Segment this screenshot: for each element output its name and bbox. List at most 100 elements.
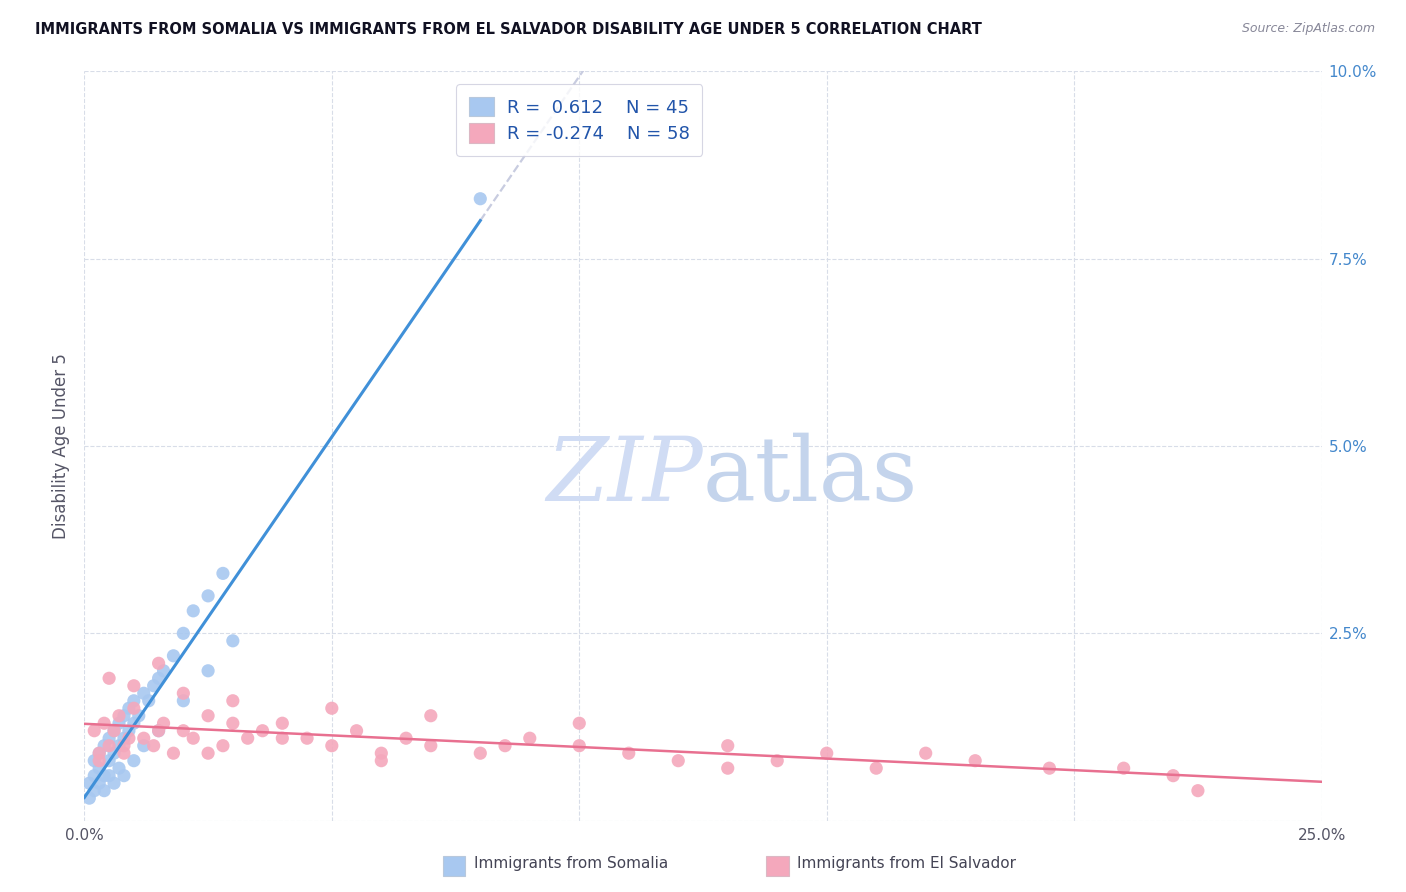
Point bbox=[470, 746, 492, 760]
Point bbox=[212, 739, 235, 753]
Point bbox=[1112, 761, 1135, 775]
Point bbox=[83, 723, 105, 738]
Point bbox=[108, 761, 131, 775]
Point bbox=[79, 776, 101, 790]
Text: atlas: atlas bbox=[703, 433, 918, 520]
Point bbox=[108, 708, 131, 723]
Text: Immigrants from Somalia: Immigrants from Somalia bbox=[474, 856, 668, 871]
Point bbox=[89, 761, 111, 775]
Point bbox=[112, 708, 135, 723]
Point bbox=[271, 716, 294, 731]
Point bbox=[914, 746, 936, 760]
Point bbox=[568, 739, 591, 753]
Text: IMMIGRANTS FROM SOMALIA VS IMMIGRANTS FROM EL SALVADOR DISABILITY AGE UNDER 5 CO: IMMIGRANTS FROM SOMALIA VS IMMIGRANTS FR… bbox=[35, 22, 981, 37]
Point bbox=[142, 739, 165, 753]
Point bbox=[162, 648, 184, 663]
Point bbox=[519, 731, 541, 746]
Point bbox=[103, 723, 125, 738]
Point bbox=[717, 761, 740, 775]
Point bbox=[103, 746, 125, 760]
Point bbox=[1038, 761, 1060, 775]
Point bbox=[148, 657, 170, 671]
Point bbox=[666, 754, 689, 768]
Point bbox=[172, 723, 194, 738]
Point bbox=[122, 679, 145, 693]
Y-axis label: Disability Age Under 5: Disability Age Under 5 bbox=[52, 353, 70, 539]
Point bbox=[103, 723, 125, 738]
Point bbox=[865, 761, 887, 775]
Point bbox=[89, 776, 111, 790]
Point bbox=[112, 769, 135, 783]
Point bbox=[89, 746, 111, 760]
Point bbox=[122, 716, 145, 731]
Point bbox=[172, 626, 194, 640]
Point bbox=[568, 716, 591, 731]
Point bbox=[128, 708, 150, 723]
Point bbox=[132, 739, 155, 753]
Point bbox=[93, 716, 115, 731]
Point bbox=[83, 769, 105, 783]
Point bbox=[108, 739, 131, 753]
Point bbox=[118, 723, 141, 738]
Point bbox=[83, 754, 105, 768]
Point bbox=[222, 694, 245, 708]
Point bbox=[419, 708, 441, 723]
Point bbox=[148, 723, 170, 738]
Point bbox=[252, 723, 274, 738]
Point bbox=[370, 746, 392, 760]
Text: Immigrants from El Salvador: Immigrants from El Salvador bbox=[797, 856, 1017, 871]
Legend: R =  0.612    N = 45, R = -0.274    N = 58: R = 0.612 N = 45, R = -0.274 N = 58 bbox=[456, 84, 703, 155]
Point bbox=[965, 754, 987, 768]
Point bbox=[93, 739, 115, 753]
Point bbox=[197, 746, 219, 760]
Point bbox=[89, 754, 111, 768]
Point bbox=[122, 694, 145, 708]
Point bbox=[118, 731, 141, 746]
Point bbox=[419, 739, 441, 753]
Point bbox=[222, 716, 245, 731]
Point bbox=[142, 679, 165, 693]
Point bbox=[152, 664, 174, 678]
Point bbox=[181, 604, 204, 618]
Point bbox=[122, 701, 145, 715]
Point bbox=[766, 754, 789, 768]
Point bbox=[132, 731, 155, 746]
Point bbox=[98, 731, 121, 746]
Point bbox=[83, 783, 105, 797]
Point bbox=[132, 686, 155, 700]
Point bbox=[197, 664, 219, 678]
Point bbox=[222, 633, 245, 648]
Point bbox=[395, 731, 418, 746]
Point bbox=[197, 708, 219, 723]
Point bbox=[717, 739, 740, 753]
Point bbox=[470, 192, 492, 206]
Point bbox=[112, 746, 135, 760]
Point bbox=[122, 754, 145, 768]
Point bbox=[1187, 783, 1209, 797]
Point bbox=[138, 694, 160, 708]
Point bbox=[617, 746, 640, 760]
Point bbox=[321, 739, 343, 753]
Point bbox=[108, 716, 131, 731]
Point bbox=[79, 791, 101, 805]
Text: Source: ZipAtlas.com: Source: ZipAtlas.com bbox=[1241, 22, 1375, 36]
Point bbox=[295, 731, 318, 746]
Point bbox=[89, 746, 111, 760]
Point bbox=[98, 671, 121, 685]
Point bbox=[370, 754, 392, 768]
Text: ZIP: ZIP bbox=[547, 433, 703, 519]
Point bbox=[181, 731, 204, 746]
Point bbox=[103, 776, 125, 790]
Point bbox=[212, 566, 235, 581]
Point bbox=[162, 746, 184, 760]
Point bbox=[346, 723, 368, 738]
Point bbox=[172, 694, 194, 708]
Point bbox=[98, 754, 121, 768]
Point bbox=[148, 723, 170, 738]
Point bbox=[815, 746, 838, 760]
Point bbox=[197, 589, 219, 603]
Point bbox=[93, 783, 115, 797]
Point bbox=[112, 739, 135, 753]
Point bbox=[93, 769, 115, 783]
Point bbox=[148, 671, 170, 685]
